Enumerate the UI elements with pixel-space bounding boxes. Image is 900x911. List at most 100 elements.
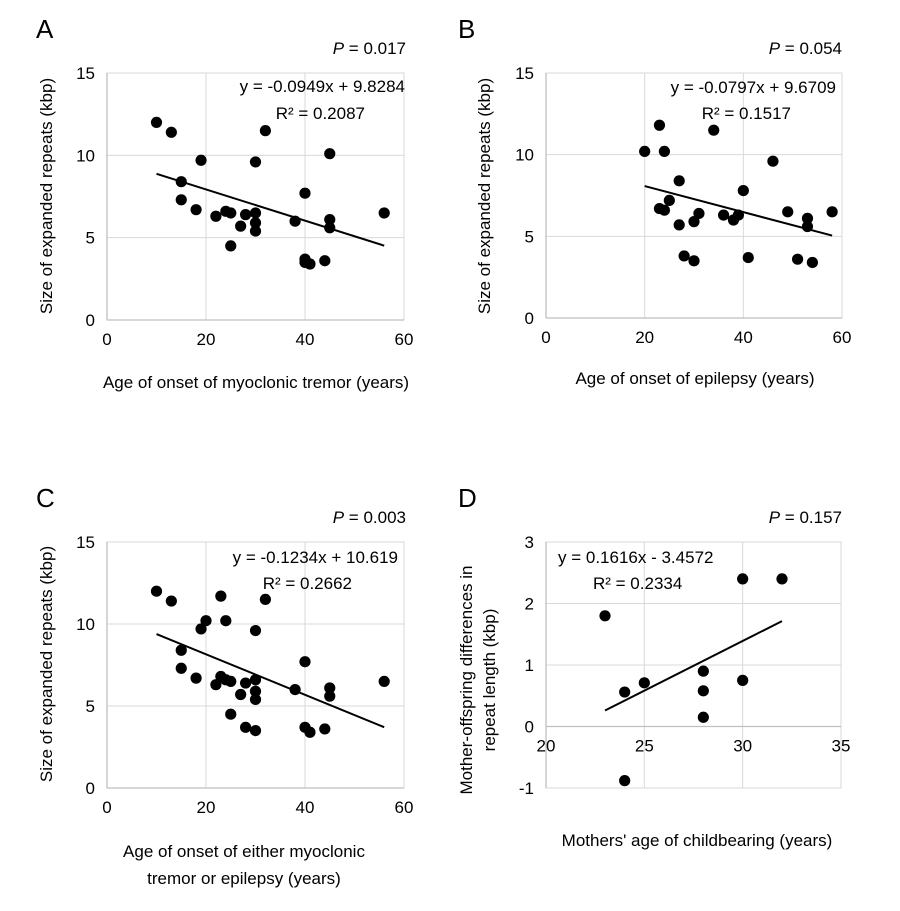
- trendline: [156, 633, 385, 729]
- y-tick-label: -1: [519, 779, 534, 798]
- data-point: [658, 204, 671, 216]
- data-point: [249, 674, 262, 686]
- x-tick-label: 25: [635, 737, 654, 756]
- data-point: [215, 590, 227, 602]
- data-point: [299, 187, 311, 199]
- data-point: [673, 219, 685, 231]
- data-point: [150, 585, 163, 597]
- panel-letter: A: [36, 14, 54, 44]
- data-point: [210, 210, 222, 222]
- data-point: [240, 721, 252, 733]
- y-tick-label: 3: [525, 533, 534, 552]
- x-tick-label: 20: [537, 737, 556, 756]
- data-point: [249, 693, 262, 706]
- data-point: [304, 726, 316, 738]
- data-point: [658, 145, 671, 157]
- data-point: [678, 250, 690, 262]
- data-point: [259, 593, 271, 606]
- data-point: [737, 674, 749, 686]
- data-point: [299, 656, 311, 668]
- plot-frame: [545, 72, 843, 319]
- y-tick-label: 0: [525, 718, 534, 737]
- x-tick-label: 0: [102, 330, 111, 349]
- data-point: [378, 675, 390, 688]
- y-axis-label-line1: Mother-offspring differences in: [457, 566, 476, 795]
- x-axis-label: Age of onset of epilepsy (years): [575, 369, 814, 388]
- data-point: [782, 206, 794, 218]
- p-value-label: P = 0.003: [333, 508, 406, 527]
- trendline: [156, 172, 385, 247]
- data-point: [175, 176, 187, 188]
- data-point: [175, 644, 187, 656]
- data-point: [673, 175, 685, 187]
- data-point: [737, 185, 749, 197]
- r-squared-label: R² = 0.2662: [263, 574, 352, 593]
- x-axis-label: tremor or epilepsy (years): [147, 869, 341, 888]
- r-squared-label: R² = 0.2334: [593, 574, 682, 593]
- y-axis-label: Size of expanded repeats (kbp): [37, 546, 56, 782]
- x-tick-label: 20: [197, 798, 216, 817]
- x-tick-label: 40: [734, 328, 753, 347]
- data-point: [619, 775, 631, 787]
- data-point: [190, 672, 202, 684]
- data-point: [718, 209, 730, 221]
- p-value-label: P = 0.157: [769, 508, 842, 527]
- data-point: [249, 225, 262, 237]
- y-tick-label: 0: [86, 779, 95, 798]
- data-point: [792, 253, 804, 265]
- y-tick-label: 15: [76, 533, 95, 552]
- y-tick-label: 0: [86, 311, 95, 330]
- y-tick-label: 5: [86, 697, 95, 716]
- data-point: [235, 220, 247, 232]
- data-point: [708, 124, 720, 136]
- data-point: [697, 665, 709, 677]
- data-point: [801, 212, 814, 224]
- data-point: [304, 258, 316, 270]
- x-axis-label: Age of onset of either myoclonic: [123, 842, 365, 861]
- data-point: [688, 216, 700, 228]
- data-point: [249, 624, 262, 637]
- trendline: [604, 620, 783, 712]
- data-point: [259, 125, 271, 137]
- data-point: [806, 256, 819, 269]
- data-point: [693, 207, 705, 220]
- data-point: [150, 116, 163, 128]
- y-tick-label: 15: [76, 64, 95, 83]
- data-point: [225, 675, 237, 688]
- regression-equation: y = -0.0797x + 9.6709: [671, 78, 836, 97]
- panel-a: A P = 0.017 0 5 10 15 0 20 40 60 Size of expanded …: [36, 14, 413, 392]
- data-point: [653, 119, 666, 131]
- data-point: [319, 255, 331, 267]
- panel-letter: D: [458, 483, 477, 513]
- data-point: [324, 682, 336, 694]
- y-tick-label: 5: [525, 227, 534, 246]
- data-point: [249, 207, 262, 219]
- y-tick-label: 0: [525, 309, 534, 328]
- data-point: [225, 708, 237, 720]
- data-point: [732, 209, 745, 221]
- r-squared-label: R² = 0.1517: [702, 104, 791, 123]
- data-point: [175, 662, 187, 674]
- data-point: [210, 679, 222, 691]
- data-point: [599, 610, 611, 622]
- data-point: [697, 685, 709, 697]
- data-point: [378, 207, 390, 219]
- data-point: [826, 206, 838, 218]
- x-tick-label: 60: [833, 328, 852, 347]
- panel-letter: C: [36, 483, 55, 513]
- y-tick-label: 1: [525, 656, 534, 675]
- data-point: [249, 685, 262, 697]
- data-point: [324, 222, 336, 234]
- data-point: [249, 156, 262, 168]
- data-point: [235, 688, 247, 701]
- data-point: [195, 623, 207, 635]
- data-point: [697, 711, 709, 723]
- x-axis-label: Age of onset of myoclonic tremor (years): [103, 373, 409, 392]
- regression-equation: y = -0.0949x + 9.8284: [240, 77, 405, 96]
- y-axis-label-line2: repeat length (kbp): [480, 609, 499, 752]
- data-point: [638, 677, 650, 689]
- y-tick-label: 10: [76, 615, 95, 634]
- p-value-label: P = 0.054: [769, 39, 842, 58]
- data-point: [195, 154, 207, 166]
- y-tick-label: 15: [515, 64, 534, 83]
